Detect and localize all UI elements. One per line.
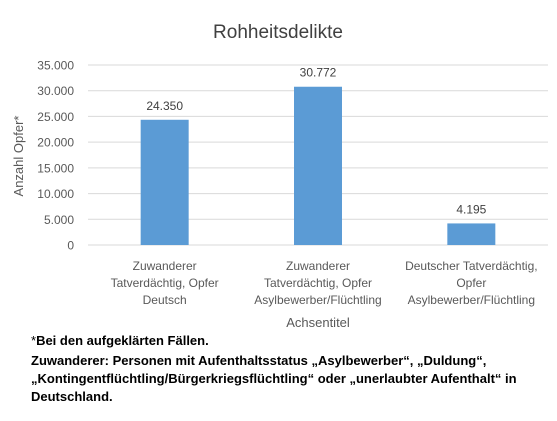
y-tick-label: 20.000	[37, 136, 74, 150]
data-label: 24.350	[146, 99, 183, 113]
footnote-star: *Bei den aufgeklärten Fällen.	[31, 332, 209, 350]
bar	[447, 223, 496, 245]
y-tick-labels: 0 5.000 10.000 15.000 20.000 25.000 30.000 35.0…	[37, 59, 74, 253]
x-tick-label: Deutscher Tatverdächtig, Opfer Asylbewerbe…	[405, 259, 538, 307]
footnote-star-marker: *	[31, 333, 37, 348]
x-tick-label: Zuwanderer Tatverdächtig, Opfer Asylbewerb…	[254, 259, 381, 307]
data-label: 30.772	[300, 66, 337, 80]
footnote-star-text: Bei den aufgeklärten Fällen.	[36, 333, 209, 348]
y-tick-label: 35.000	[37, 59, 74, 73]
bar	[140, 119, 189, 245]
data-labels: 24.350 30.772 4.195	[146, 66, 486, 217]
y-tick-label: 5.000	[44, 213, 74, 227]
y-tick-label: 0	[67, 239, 74, 253]
y-tick-label: 25.000	[37, 110, 74, 124]
y-axis-label: Anzahl Opfer*	[11, 116, 26, 197]
chart: Rohheitsdelikte Anzahl Opfer* Achsentite…	[11, 22, 548, 330]
x-tick-label: Zuwanderer Tatverdächtig, Opfer Deutsch	[111, 259, 219, 307]
y-tick-label: 15.000	[37, 161, 74, 175]
y-tick-label: 30.000	[37, 84, 74, 98]
chart-title: Rohheitsdelikte	[213, 22, 343, 43]
data-label: 4.195	[456, 202, 486, 216]
y-tick-label: 10.000	[37, 187, 74, 201]
x-axis-label: Achsentitel	[286, 315, 350, 330]
bar	[294, 86, 342, 245]
x-tick-labels: Zuwanderer Tatverdächtig, Opfer Deutsch Zuw…	[111, 259, 538, 307]
footnote-definition: Zuwanderer: Personen mit Aufenthaltsstat…	[31, 353, 517, 404]
bars	[140, 86, 496, 245]
